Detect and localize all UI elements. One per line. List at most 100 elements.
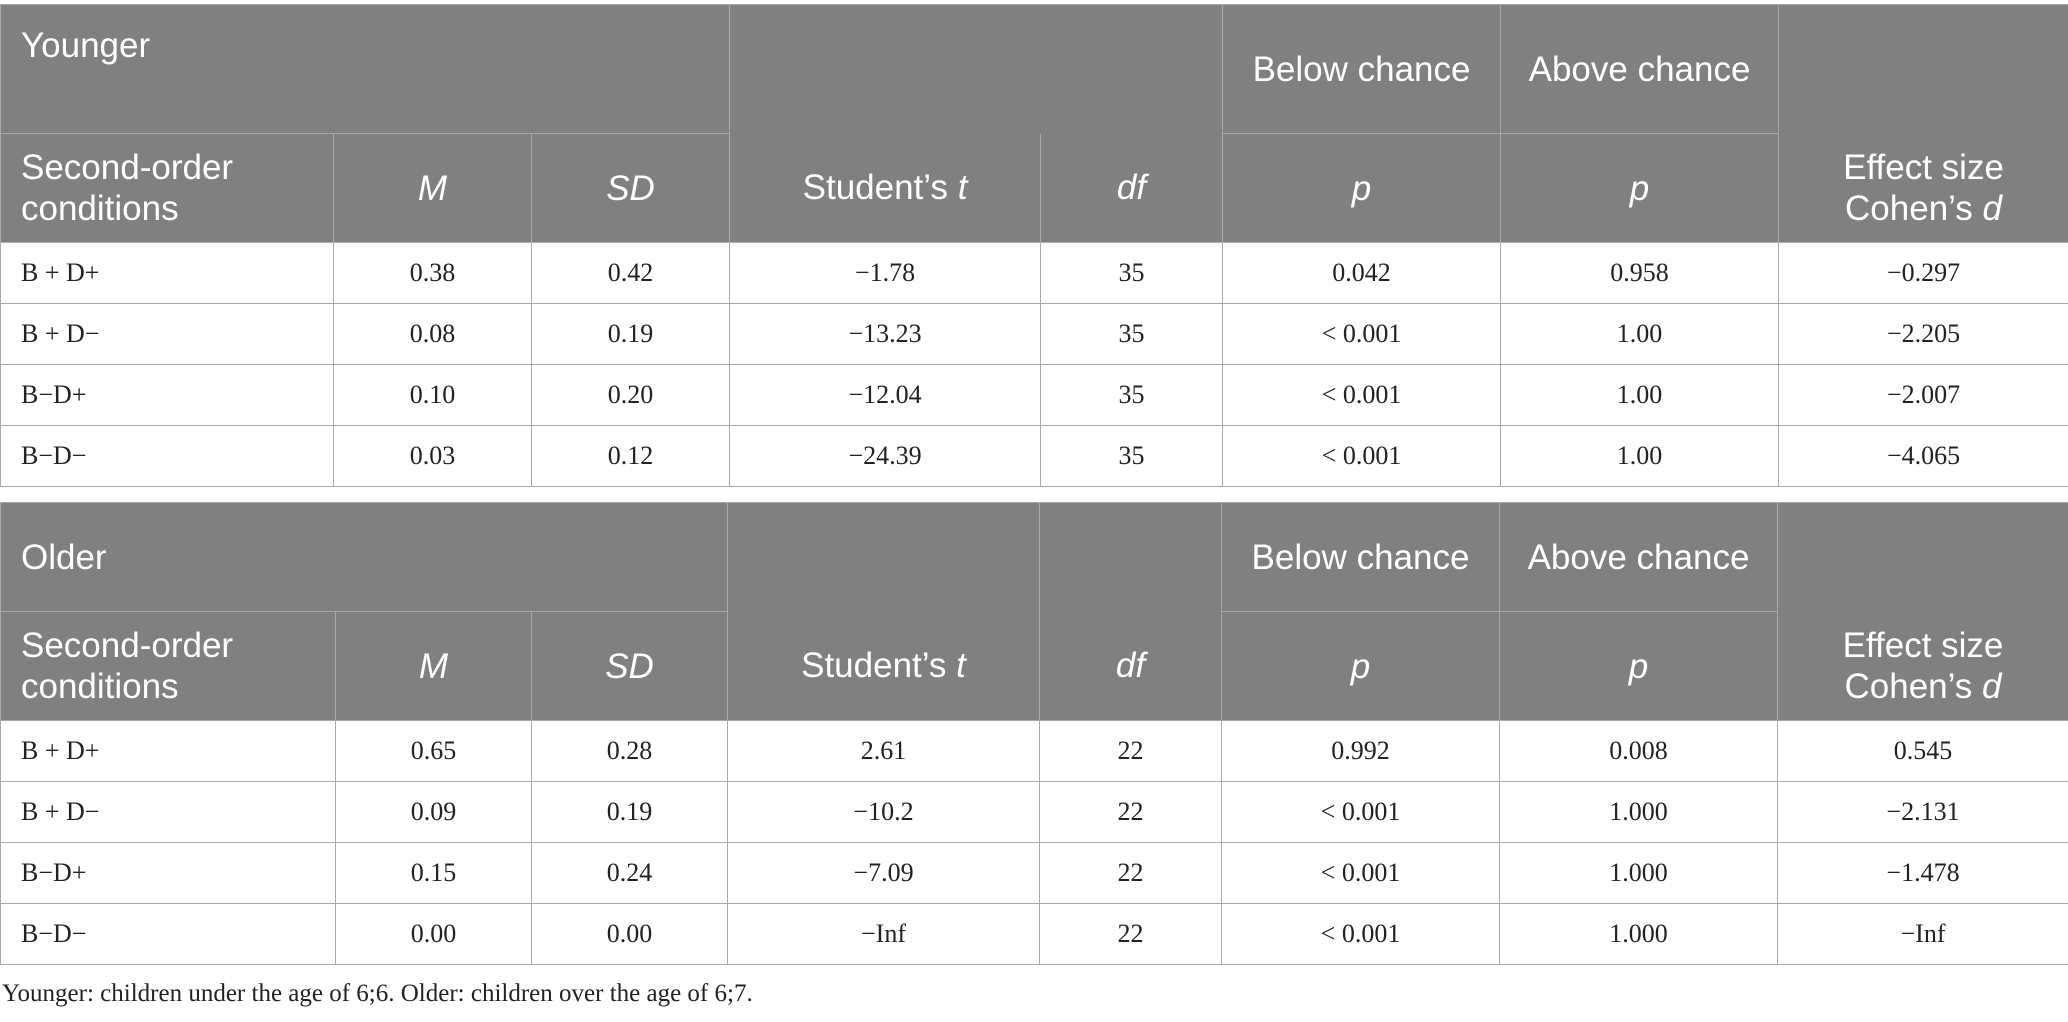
- header-below-chance: Below chance: [1221, 502, 1500, 612]
- value-cell: 1.000: [1499, 781, 1778, 843]
- value-cell: 1.000: [1499, 903, 1778, 965]
- table-row: B−D+ 0.10 0.20 −12.04 35 < 0.001 1.00 −2.007: [0, 364, 2068, 426]
- value-cell: 0.42: [530, 242, 731, 304]
- table-row: B + D+ 0.65 0.28 2.61 22 0.992 0.008 0.545: [0, 720, 2068, 782]
- value-cell: 0.00: [335, 903, 532, 965]
- condition-cell: B−D+: [0, 364, 334, 426]
- header-effect-size: Effect size Cohen’s d: [1777, 502, 2068, 721]
- value-cell: 22: [1039, 842, 1222, 904]
- table-row: B−D− 0.00 0.00 −Inf 22 < 0.001 1.000 −Inf: [0, 903, 2068, 965]
- group-label-older: Older: [0, 502, 728, 612]
- value-cell: 0.008: [1499, 720, 1778, 782]
- value-cell: 35: [1040, 425, 1224, 487]
- header-p-above: p: [1500, 133, 1780, 243]
- value-cell: −2.131: [1777, 781, 2068, 843]
- header-df: df: [1040, 133, 1224, 243]
- header-student-t: Student’s t: [729, 133, 1042, 243]
- value-cell: < 0.001: [1221, 842, 1500, 904]
- value-cell: 0.19: [531, 781, 728, 843]
- condition-cell: B + D−: [0, 303, 334, 365]
- value-cell: 0.00: [531, 903, 728, 965]
- value-cell: < 0.001: [1222, 425, 1502, 487]
- header-df: df: [1039, 611, 1222, 721]
- value-cell: 0.042: [1222, 242, 1502, 304]
- header-conditions: Second-order conditions: [0, 611, 336, 721]
- value-cell: 35: [1040, 303, 1224, 365]
- header-above-chance: Above chance: [1499, 502, 1778, 612]
- header-blank: [727, 502, 1040, 612]
- header-p-below: p: [1222, 133, 1502, 243]
- value-cell: 0.28: [531, 720, 728, 782]
- header-effect-size: Effect size Cohen’s d: [1778, 4, 2068, 243]
- table-row: B + D+ 0.38 0.42 −1.78 35 0.042 0.958 −0.297: [0, 242, 2068, 304]
- table-row: B + D− 0.09 0.19 −10.2 22 < 0.001 1.000 −2.131: [0, 781, 2068, 843]
- value-cell: −13.23: [729, 303, 1042, 365]
- table-row: B−D− 0.03 0.12 −24.39 35 < 0.001 1.00 −4.065: [0, 425, 2068, 487]
- value-cell: −2.205: [1778, 303, 2068, 365]
- value-cell: 0.545: [1777, 720, 2068, 782]
- value-cell: < 0.001: [1222, 364, 1502, 426]
- condition-cell: B + D+: [0, 720, 336, 782]
- value-cell: 0.08: [333, 303, 532, 365]
- header-blank: [729, 4, 1224, 134]
- value-cell: 22: [1039, 903, 1222, 965]
- group-label-younger: Younger: [0, 4, 731, 134]
- header-m: M: [333, 133, 532, 243]
- value-cell: 0.24: [531, 842, 728, 904]
- value-cell: −10.2: [727, 781, 1040, 843]
- value-cell: −7.09: [727, 842, 1040, 904]
- value-cell: 22: [1039, 781, 1222, 843]
- older-table: Older Below chance Above chance Effect s…: [0, 502, 2068, 965]
- value-cell: 1.000: [1499, 842, 1778, 904]
- value-cell: −12.04: [729, 364, 1042, 426]
- condition-cell: B + D+: [0, 242, 334, 304]
- value-cell: −1.478: [1777, 842, 2068, 904]
- header-sd: SD: [531, 611, 728, 721]
- value-cell: 0.10: [333, 364, 532, 426]
- value-cell: 0.09: [335, 781, 532, 843]
- value-cell: 0.65: [335, 720, 532, 782]
- value-cell: 0.15: [335, 842, 532, 904]
- value-cell: 2.61: [727, 720, 1040, 782]
- value-cell: 0.03: [333, 425, 532, 487]
- value-cell: 35: [1040, 364, 1224, 426]
- value-cell: < 0.001: [1221, 781, 1500, 843]
- header-above-chance: Above chance: [1500, 4, 1780, 134]
- value-cell: −2.007: [1778, 364, 2068, 426]
- value-cell: < 0.001: [1222, 303, 1502, 365]
- value-cell: 0.992: [1221, 720, 1500, 782]
- header-student-t: Student’s t: [727, 611, 1040, 721]
- value-cell: −0.297: [1778, 242, 2068, 304]
- value-cell: 1.00: [1500, 425, 1780, 487]
- value-cell: −24.39: [729, 425, 1042, 487]
- value-cell: 1.00: [1500, 303, 1780, 365]
- younger-table: Younger Below chance Above chance Effect…: [0, 4, 2068, 487]
- value-cell: 0.38: [333, 242, 532, 304]
- condition-cell: B−D+: [0, 842, 336, 904]
- header-below-chance: Below chance: [1222, 4, 1502, 134]
- value-cell: < 0.001: [1221, 903, 1500, 965]
- table-row: B−D+ 0.15 0.24 −7.09 22 < 0.001 1.000 −1.478: [0, 842, 2068, 904]
- condition-cell: B + D−: [0, 781, 336, 843]
- header-sd: SD: [530, 133, 731, 243]
- value-cell: −1.78: [729, 242, 1042, 304]
- header-blank: [1039, 502, 1222, 612]
- value-cell: 0.20: [530, 364, 731, 426]
- value-cell: 22: [1039, 720, 1222, 782]
- value-cell: −Inf: [727, 903, 1040, 965]
- condition-cell: B−D−: [0, 425, 334, 487]
- header-p-above: p: [1499, 611, 1778, 721]
- value-cell: 0.958: [1500, 242, 1780, 304]
- header-p-below: p: [1221, 611, 1500, 721]
- value-cell: 1.00: [1500, 364, 1780, 426]
- table-footnote: Younger: children under the age of 6;6. …: [2, 980, 753, 1007]
- value-cell: −4.065: [1778, 425, 2068, 487]
- table-row: B + D− 0.08 0.19 −13.23 35 < 0.001 1.00 −2.205: [0, 303, 2068, 365]
- value-cell: −Inf: [1777, 903, 2068, 965]
- value-cell: 0.12: [530, 425, 731, 487]
- value-cell: 35: [1040, 242, 1224, 304]
- header-m: M: [335, 611, 532, 721]
- header-conditions: Second-order conditions: [0, 133, 334, 243]
- condition-cell: B−D−: [0, 903, 336, 965]
- value-cell: 0.19: [530, 303, 731, 365]
